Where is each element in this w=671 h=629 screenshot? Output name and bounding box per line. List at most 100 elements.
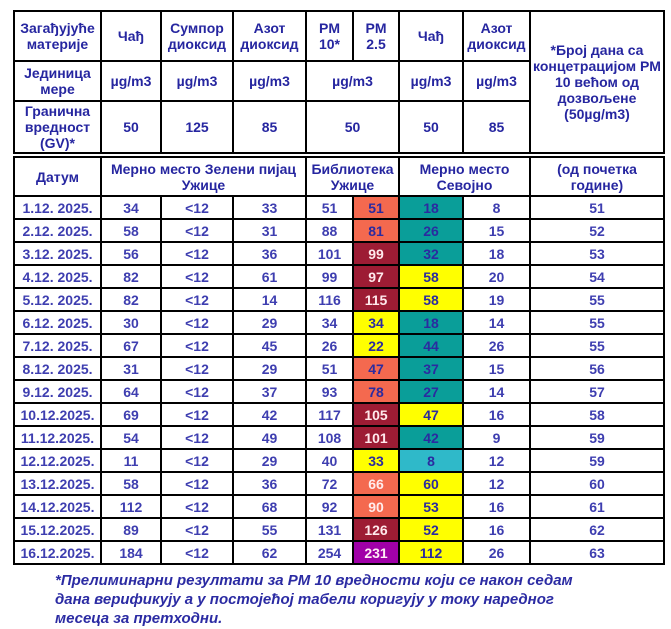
no2-sev-cell: 14 [462, 379, 531, 405]
soot-zp-cell: 58 [100, 471, 162, 497]
unit-cell: µg/m3 [100, 60, 162, 102]
date-cell: 11.12.2025. [13, 425, 102, 451]
date-cell: 6.12. 2025. [13, 310, 102, 336]
so2-zp-cell: <12 [160, 379, 234, 405]
pm10-cell: 51 [305, 195, 354, 221]
no2-sev-cell: 15 [462, 356, 531, 382]
soot-zp-cell: 89 [100, 517, 162, 543]
limit-cell: 125 [160, 99, 234, 157]
unit-cell: µg/m3 [305, 60, 400, 102]
so2-zp-cell: <12 [160, 356, 234, 382]
so2-zp-cell: <12 [160, 195, 234, 221]
date-cell: 12.12.2025. [13, 448, 102, 474]
pm25-cell: 97 [352, 264, 400, 290]
no2-sev-cell: 20 [462, 264, 531, 290]
no2-zp-cell: 42 [232, 402, 307, 428]
days-count-cell: 54 [529, 264, 665, 290]
no2-sev-cell: 26 [462, 333, 531, 359]
unit-cell: µg/m3 [232, 60, 307, 102]
pollutants-header-row: Загађујуће материје Чађ Сумпор диоксид А… [13, 9, 665, 157]
table-row: 12.12.2025. 11 <12 29 40 33 8 12 59 [13, 448, 665, 474]
soot-zp-cell: 64 [100, 379, 162, 405]
no2-zp-cell: 68 [232, 494, 307, 520]
table-row: 9.12. 2025. 64 <12 37 93 78 27 14 57 [13, 379, 665, 405]
soot-sev-cell: 112 [398, 540, 464, 566]
pm25-cell: 101 [352, 425, 400, 451]
no2-zp-cell: 55 [232, 517, 307, 543]
soot-sev-cell: 44 [398, 333, 464, 359]
pm25-cell: 51 [352, 195, 400, 221]
pm10-cell: 116 [305, 287, 354, 313]
table-row: 5.12. 2025. 82 <12 14 116 115 58 19 55 [13, 287, 665, 313]
table-row: 2.12. 2025. 58 <12 31 88 81 26 15 52 [13, 218, 665, 244]
pm10-cell: 93 [305, 379, 354, 405]
table-row: 8.12. 2025. 31 <12 29 51 47 37 15 56 [13, 356, 665, 382]
no2-sev-cell: 26 [462, 540, 531, 566]
pm25-cell: 231 [352, 540, 400, 566]
no2-sev-cell: 19 [462, 287, 531, 313]
table-row: 1.12. 2025. 34 <12 33 51 51 18 8 51 [13, 195, 665, 221]
pm10-cell: 108 [305, 425, 354, 451]
col-header-so2: Сумпор диоксид [160, 10, 234, 62]
days-count-cell: 60 [529, 471, 665, 497]
soot-zp-cell: 54 [100, 425, 162, 451]
no2-sev-cell: 16 [462, 402, 531, 428]
date-cell: 13.12.2025. [13, 471, 102, 497]
pm10-cell: 40 [305, 448, 354, 474]
limit-values-row: Гранична вредност (GV)* 50 125 85 50 50 … [13, 99, 664, 157]
pm25-cell: 105 [352, 402, 400, 428]
unit-cell: µg/m3 [462, 60, 531, 102]
no2-sev-cell: 14 [462, 310, 531, 336]
soot-sev-cell: 26 [398, 218, 464, 244]
soot-sev-cell: 18 [398, 195, 464, 221]
pm25-cell: 22 [352, 333, 400, 359]
limit-cell: 50 [100, 99, 162, 157]
station-zeleni-pijac: Мерно место Зелени пијац Ужице [100, 152, 307, 198]
days-since-year-start-label: (од почетка године) [529, 152, 665, 198]
date-cell: 15.12.2025. [13, 517, 102, 543]
soot-zp-cell: 69 [100, 402, 162, 428]
soot-sev-cell: 60 [398, 471, 464, 497]
days-count-cell: 61 [529, 494, 665, 520]
pm25-cell: 126 [352, 517, 400, 543]
soot-sev-cell: 53 [398, 494, 464, 520]
pm25-cell: 90 [352, 494, 400, 520]
no2-zp-cell: 36 [232, 241, 307, 267]
date-cell: 14.12.2025. [13, 494, 102, 520]
limit-label: Гранична вредност (GV)* [13, 99, 102, 157]
soot-sev-cell: 8 [398, 448, 464, 474]
table-row: 15.12.2025. 89 <12 55 131 126 52 16 62 [13, 517, 665, 543]
so2-zp-cell: <12 [160, 333, 234, 359]
pm25-cell: 81 [352, 218, 400, 244]
no2-sev-cell: 16 [462, 494, 531, 520]
limit-cell: 50 [305, 99, 400, 157]
col-header-no2-zp: Азот диоксид [232, 10, 307, 62]
units-label: Јединица мере [13, 60, 102, 102]
pm10-cell: 88 [305, 218, 354, 244]
days-count-cell: 59 [529, 448, 665, 474]
pm25-cell: 66 [352, 471, 400, 497]
date-cell: 16.12.2025. [13, 540, 102, 566]
so2-zp-cell: <12 [160, 517, 234, 543]
soot-zp-cell: 67 [100, 333, 162, 359]
no2-sev-cell: 16 [462, 517, 531, 543]
days-count-cell: 55 [529, 310, 665, 336]
so2-zp-cell: <12 [160, 448, 234, 474]
table-row: 16.12.2025. 184 <12 62 254 231 112 26 63 [13, 540, 665, 566]
date-cell: 9.12. 2025. [13, 379, 102, 405]
measurements-body: 1.12. 2025. 34 <12 33 51 51 18 8 51 2.12. 2025. 58… [13, 195, 665, 566]
soot-sev-cell: 47 [398, 402, 464, 428]
no2-zp-cell: 45 [232, 333, 307, 359]
date-cell: 3.12. 2025. [13, 241, 102, 267]
days-count-cell: 51 [529, 195, 665, 221]
so2-zp-cell: <12 [160, 402, 234, 428]
units-row: Јединица мере µg/m3 µg/m3 µg/m3 µg/m3 µg… [13, 60, 664, 102]
air-quality-table: Загађујуће материје Чађ Сумпор диоксид А… [13, 9, 665, 566]
days-count-cell: 58 [529, 402, 665, 428]
soot-zp-cell: 56 [100, 241, 162, 267]
date-cell: 8.12. 2025. [13, 356, 102, 382]
unit-cell: µg/m3 [398, 60, 464, 102]
days-count-cell: 55 [529, 333, 665, 359]
days-count-cell: 62 [529, 517, 665, 543]
so2-zp-cell: <12 [160, 218, 234, 244]
